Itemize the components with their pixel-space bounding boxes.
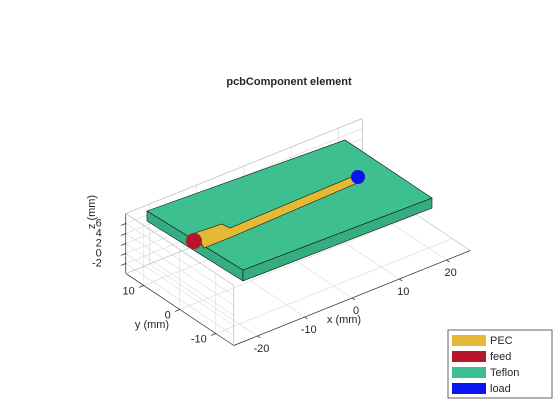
legend-label: feed [490,351,511,363]
y-tick-label: -10 [191,333,207,345]
y-tick-label: 0 [165,309,171,321]
x-tick-label: 10 [397,286,409,298]
tick-mark [304,316,308,320]
box-edge [125,118,363,214]
legend-swatch [452,351,486,362]
tick-mark [120,243,126,246]
tick-mark [120,223,126,226]
z-tick-label: -2 [92,257,102,269]
box-edge [125,213,234,286]
tick-mark [120,263,126,266]
x-axis-label: x (mm) [327,314,361,326]
grid-line [125,233,234,306]
z-tick-label: 6 [96,217,102,229]
grid-line [215,238,453,334]
tick-mark [174,309,180,312]
z-tick-label: 0 [96,247,102,259]
grid-line [125,263,234,336]
z-tick-label: 2 [96,237,102,249]
legend-label: PEC [490,335,513,347]
legend-swatch [452,335,486,346]
legend-swatch [452,383,486,394]
tick-mark [120,233,126,236]
tick-mark [399,278,403,282]
grid-line [179,214,417,310]
tick-mark [257,335,261,339]
legend: PEC feed Teflon load [447,329,553,399]
y-axis-label: y (mm) [135,319,169,331]
grid-line [125,253,234,326]
x-tick-label: -10 [301,324,317,336]
tick-mark [138,285,144,288]
legend-label: load [490,383,511,395]
chart-title: pcbComponent element [226,76,352,88]
load-marker [351,170,365,184]
x-tick-label: -20 [253,343,269,355]
legend-swatch [452,367,486,378]
y-tick-label: 10 [123,285,135,297]
grid-line [125,223,234,296]
tick-mark [351,297,356,301]
tick-mark [120,253,126,256]
tick-mark [446,259,450,263]
tick-mark [210,333,216,336]
feed-marker [186,233,202,249]
z-axis-label: z (mm) [86,195,98,229]
legend-label: Teflon [490,367,519,379]
grid-line [125,243,234,316]
x-tick-label: 0 [353,305,359,317]
z-tick-label: 4 [96,227,102,239]
pcb-model [146,139,433,282]
x-tick-label: 20 [444,267,456,279]
